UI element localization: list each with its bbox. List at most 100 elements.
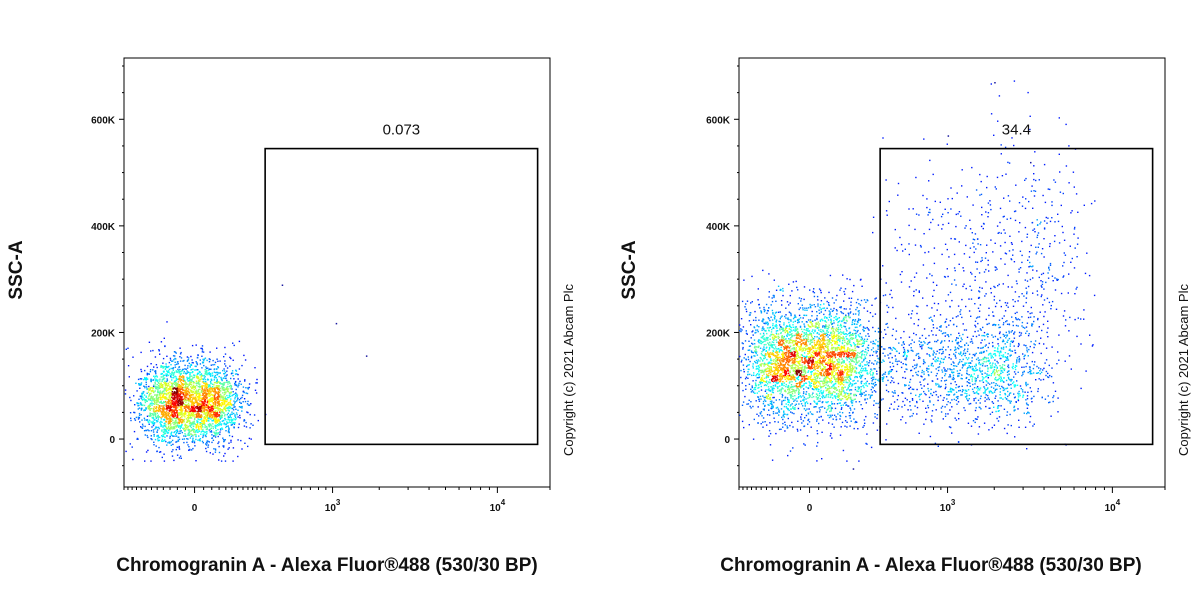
event-dot	[201, 351, 204, 353]
event-dot	[810, 321, 812, 324]
event-dot	[196, 407, 198, 410]
event-dot	[227, 403, 229, 405]
event-dot	[853, 408, 856, 410]
event-dot	[763, 377, 766, 379]
event-dot	[201, 420, 203, 422]
event-dot	[191, 361, 193, 364]
event-dot	[763, 396, 765, 399]
event-dot	[211, 407, 213, 409]
event-dot	[138, 404, 140, 407]
event-dot	[189, 437, 192, 439]
event-dot	[177, 392, 180, 395]
event-dot	[177, 369, 180, 372]
event-dot	[155, 399, 157, 402]
event-dot	[157, 391, 159, 394]
event-dot	[203, 395, 206, 397]
event-dot	[207, 395, 209, 397]
event-dot	[169, 357, 172, 360]
event-dot	[222, 369, 224, 372]
event-dot	[241, 448, 243, 450]
event-dot	[815, 347, 817, 350]
event-dot	[170, 427, 172, 429]
event-dot	[214, 401, 216, 403]
event-dot	[833, 332, 835, 335]
event-dot	[219, 397, 221, 399]
event-dot	[189, 383, 192, 385]
event-dot	[191, 407, 194, 410]
event-dot	[196, 382, 198, 384]
event-dot	[243, 419, 246, 422]
event-dot	[177, 383, 179, 386]
event-dot	[179, 368, 181, 371]
event-dot	[125, 450, 127, 453]
event-dot	[192, 423, 194, 425]
event-dot	[160, 418, 163, 420]
event-dot	[836, 319, 838, 321]
event-dot	[785, 383, 787, 386]
event-dot	[161, 396, 163, 399]
event-dot	[151, 400, 153, 402]
event-dot	[781, 393, 783, 396]
event-dot	[162, 378, 165, 380]
event-dot	[180, 413, 183, 415]
event-dot	[811, 359, 813, 362]
event-dot	[215, 430, 217, 432]
event-dot	[785, 376, 787, 378]
event-dot	[186, 406, 189, 408]
event-dot	[199, 400, 201, 403]
event-dot	[225, 398, 228, 400]
event-dot	[208, 388, 210, 390]
event-dot	[153, 408, 155, 410]
event-dot	[247, 400, 249, 403]
event-dot	[171, 390, 173, 392]
event-dot	[224, 393, 226, 395]
event-dot	[822, 330, 825, 332]
event-dot	[250, 423, 252, 425]
event-dot	[195, 393, 198, 395]
event-dot	[752, 405, 754, 408]
event-dot	[185, 424, 188, 427]
event-dot	[827, 328, 829, 330]
event-dot	[152, 349, 154, 352]
event-dot	[848, 332, 850, 335]
event-dot	[211, 397, 213, 399]
event-dot	[201, 390, 203, 392]
event-dot	[195, 344, 197, 346]
event-dot	[858, 312, 860, 314]
event-dot	[762, 408, 765, 410]
event-dot	[195, 399, 197, 401]
event-dot	[742, 401, 745, 403]
event-dot	[750, 357, 753, 359]
event-dot	[821, 396, 823, 398]
event-dot	[156, 387, 158, 389]
event-dot	[241, 407, 243, 409]
event-dot	[154, 394, 156, 396]
event-dot	[166, 431, 168, 433]
event-dot	[790, 320, 792, 322]
event-dot	[160, 341, 163, 343]
event-dot	[166, 402, 168, 404]
event-dot	[217, 418, 219, 420]
event-dot	[146, 434, 148, 437]
event-dot	[813, 366, 816, 368]
event-dot	[855, 420, 857, 423]
event-dot	[167, 426, 170, 429]
event-dot	[228, 381, 230, 383]
event-dot	[222, 383, 224, 386]
event-dot	[224, 353, 227, 355]
event-dot	[239, 414, 241, 417]
event-dot	[825, 384, 827, 386]
event-dot	[211, 389, 214, 391]
event-dot	[152, 385, 155, 388]
event-dot	[754, 384, 757, 387]
event-dot	[206, 379, 209, 381]
event-dot	[171, 379, 173, 381]
event-dot	[850, 345, 853, 347]
event-dot	[152, 417, 155, 420]
event-dot	[197, 397, 199, 399]
event-dot	[138, 414, 141, 416]
event-dot	[166, 321, 168, 323]
event-dot	[158, 384, 160, 387]
event-dot	[789, 450, 792, 452]
event-dot	[145, 383, 147, 386]
